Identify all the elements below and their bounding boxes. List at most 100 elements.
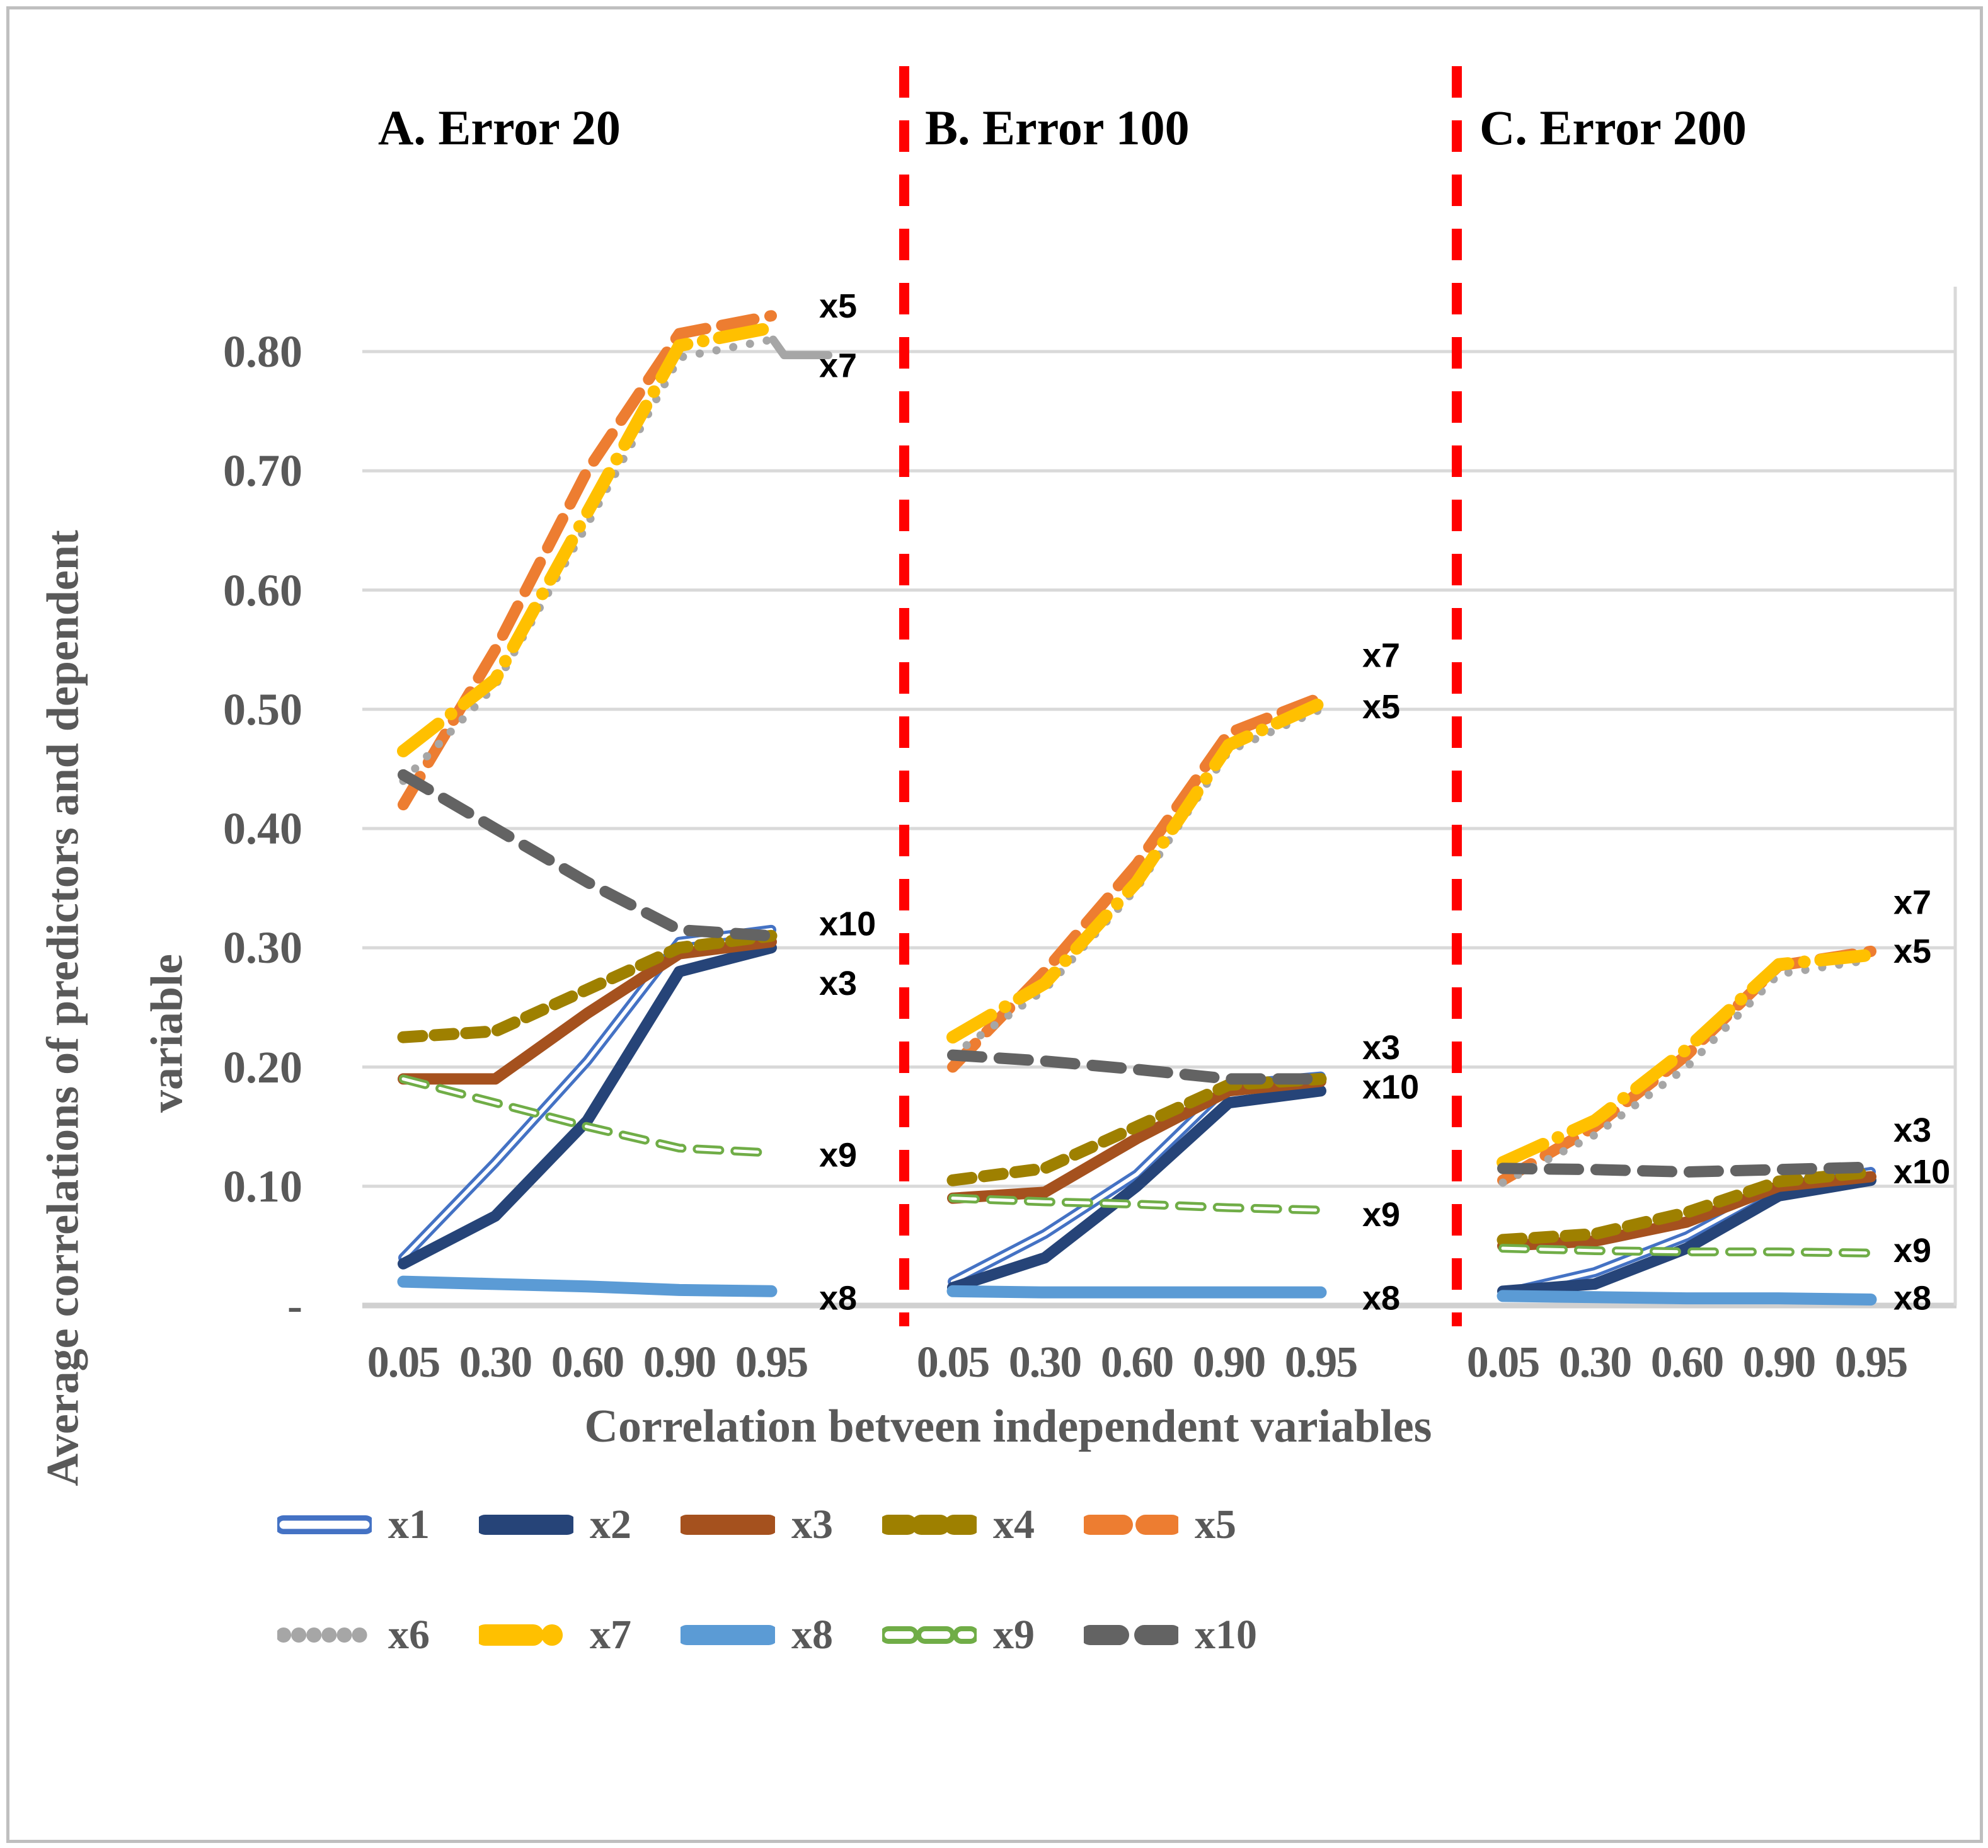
series-x8-panel-3 <box>1497 1290 1877 1306</box>
x-tick-label: 0.95 <box>735 1338 809 1387</box>
legend-item-x10: x10 <box>1084 1611 1285 1659</box>
series-label-x8-panel-1: x8 <box>819 1280 857 1317</box>
legend-swatch-x1 <box>277 1515 372 1534</box>
y-tick-label: 0.10 <box>223 1161 302 1212</box>
legend-label-x1: x1 <box>388 1501 430 1547</box>
legend-label-x9: x9 <box>993 1612 1035 1658</box>
legend-swatch-x7 <box>479 1624 573 1646</box>
series-label-x5-panel-1: x5 <box>819 287 857 325</box>
series-label-x3-panel-2: x3 <box>1362 1029 1400 1067</box>
series-label-x10-panel-3: x10 <box>1893 1153 1950 1191</box>
series-label-x5-panel-3: x5 <box>1893 933 1931 970</box>
legend-label-x8: x8 <box>791 1612 833 1658</box>
series-x10-panel-1 <box>398 769 777 942</box>
x-tick-label: 0.95 <box>1834 1338 1909 1387</box>
legend-swatch-x6 <box>277 1627 372 1643</box>
y-tick-label: 0.40 <box>223 803 302 854</box>
legend-label-x5: x5 <box>1195 1501 1236 1547</box>
legend-row-2: x6 x7 x8 x9 x10 <box>277 1611 1285 1659</box>
series-x4-panel-3 <box>1497 1166 1877 1246</box>
series-x2-panel-1 <box>398 942 777 1270</box>
legend-item-x3: x3 <box>681 1501 882 1549</box>
legend-item-x1: x1 <box>277 1501 479 1549</box>
series-x8-panel-1 <box>397 1275 778 1297</box>
legend-item-x5: x5 <box>1084 1501 1285 1549</box>
x-tick-label: 0.60 <box>1100 1338 1175 1387</box>
panel-title-c: C. Error 200 <box>1480 100 1747 155</box>
series-label-x7-panel-3: x7 <box>1893 883 1931 921</box>
series-x9-inner-stripe <box>951 1197 1323 1212</box>
legend-swatch-x4 <box>882 1515 977 1535</box>
y-tick-label: 0.30 <box>223 922 302 973</box>
series-x10-panel-3 <box>1497 1161 1876 1178</box>
legend-swatch-x10 <box>1084 1625 1178 1645</box>
legend-item-x6: x6 <box>277 1611 479 1659</box>
series-label-x10-panel-1: x10 <box>819 905 876 943</box>
legend-swatch-x5 <box>1084 1515 1178 1535</box>
series-x9-inner-stripe <box>1501 1246 1873 1255</box>
x-tick-label: 0.30 <box>459 1338 533 1387</box>
series-x2-panel-2 <box>947 1085 1326 1294</box>
x-tick-label: 0.30 <box>1558 1338 1633 1387</box>
series-x7-panel-3 <box>1497 948 1877 1169</box>
legend-item-x8: x8 <box>681 1611 882 1659</box>
series-x6-panel-3 <box>1498 955 1875 1187</box>
series-x8-panel-2 <box>946 1285 1327 1299</box>
series-x2-panel-3 <box>1497 1174 1876 1297</box>
legend-row-1: x1 x2 x3 x4 x5 <box>277 1501 1285 1549</box>
series-label-x8-panel-2: x8 <box>1362 1280 1400 1317</box>
x-tick-label: 0.05 <box>367 1338 441 1387</box>
x-tick-label: 0.90 <box>1192 1338 1267 1387</box>
legend-swatch-x3 <box>681 1515 775 1535</box>
y-axis-title: Average correlations of predictors and d… <box>37 530 88 1486</box>
series-x5-panel-2 <box>947 691 1326 1073</box>
x-tick-label: 0.30 <box>1008 1338 1083 1387</box>
series-label-x7-panel-2: x7 <box>1362 637 1400 675</box>
x-axis-title: Correlation betveen independent variable… <box>584 1401 1432 1452</box>
y-tick-label: 0.70 <box>223 445 302 496</box>
panel-title-b: B. Error 100 <box>925 100 1190 155</box>
legend-label-x7: x7 <box>590 1612 631 1658</box>
x-tick-label: 0.90 <box>1742 1338 1817 1387</box>
series-label-x10-panel-2: x10 <box>1362 1069 1419 1106</box>
series-label-x9-panel-2: x9 <box>1362 1196 1400 1234</box>
y-tick-label: 0.60 <box>223 565 302 616</box>
series-x6-panel-1 <box>399 335 776 785</box>
series-x10-panel-2 <box>947 1049 1326 1085</box>
legend-label-x2: x2 <box>590 1501 631 1547</box>
series-x5-panel-1 <box>398 310 777 811</box>
series-x7-panel-2 <box>946 697 1327 1044</box>
legend-label-x6: x6 <box>388 1612 430 1658</box>
y-tick-label: 0.20 <box>223 1042 302 1093</box>
x-tick-label: 0.60 <box>551 1338 625 1387</box>
legend-label-x4: x4 <box>993 1501 1035 1547</box>
x-tick-label: 0.60 <box>1650 1338 1725 1387</box>
legend-label-x3: x3 <box>791 1501 833 1547</box>
series-label-x9-panel-1: x9 <box>819 1137 857 1174</box>
series-x7-panel-1 <box>397 321 778 757</box>
y-tick-label: 0.80 <box>223 326 302 377</box>
series-label-x3-panel-1: x3 <box>819 965 857 1002</box>
series-label-x5-panel-2: x5 <box>1362 688 1400 726</box>
legend-swatch-x2 <box>479 1515 573 1535</box>
y-tick-label: - <box>287 1280 302 1331</box>
y-axis-title-second-line: variable <box>141 954 192 1113</box>
series-label-x3-panel-3: x3 <box>1893 1111 1931 1149</box>
y-tick-label: 0.50 <box>223 684 302 735</box>
x-tick-label: 0.05 <box>916 1338 991 1387</box>
legend-swatch-x9 <box>882 1626 977 1644</box>
series-x6-tail <box>769 335 833 360</box>
series-label-x9-panel-3: x9 <box>1893 1232 1931 1270</box>
legend-label-x10: x10 <box>1195 1612 1257 1658</box>
series-x9-inner-stripe <box>401 1077 773 1155</box>
x-tick-label: 0.90 <box>643 1338 717 1387</box>
x-tick-label: 0.05 <box>1466 1338 1541 1387</box>
series-label-x8-panel-3: x8 <box>1893 1280 1931 1317</box>
legend-item-x2: x2 <box>479 1501 681 1549</box>
x-tick-label: 0.95 <box>1284 1338 1359 1387</box>
figure-border <box>6 6 1983 1843</box>
legend-item-x7: x7 <box>479 1611 681 1659</box>
series-x4-panel-1 <box>397 929 778 1043</box>
legend-swatch-x8 <box>681 1625 775 1645</box>
